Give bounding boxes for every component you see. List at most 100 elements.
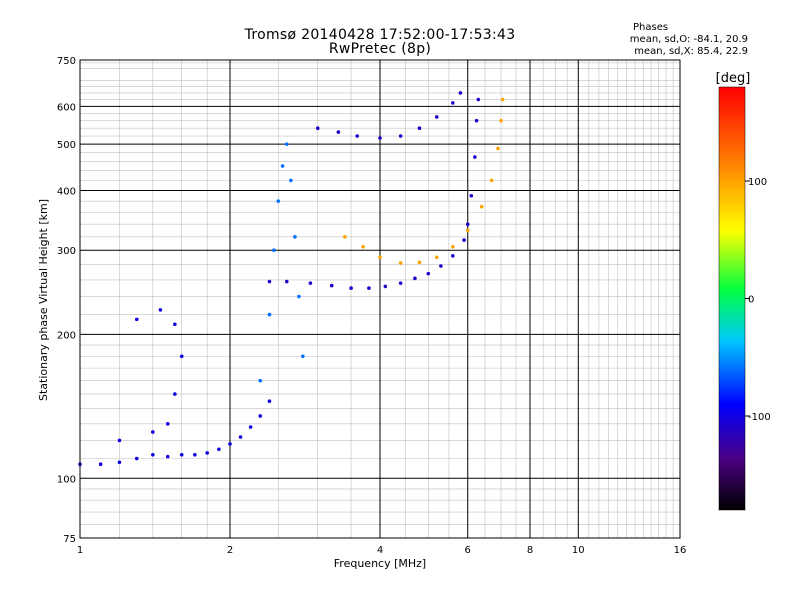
data-point xyxy=(398,134,403,138)
data-point xyxy=(272,248,276,253)
data-point xyxy=(284,142,289,146)
data-point xyxy=(499,118,503,123)
y-tick-label: 500 xyxy=(57,140,76,151)
x-tick-labels: 1 2 4 6 8 10 16 xyxy=(77,545,687,556)
major-grid xyxy=(80,60,680,538)
data-point xyxy=(398,261,403,265)
data-point xyxy=(343,235,347,239)
data-point xyxy=(439,264,443,268)
data-point xyxy=(417,260,422,265)
data-point xyxy=(293,235,297,239)
data-point xyxy=(258,414,263,418)
data-point xyxy=(462,238,466,242)
data-point xyxy=(315,126,320,130)
data-point xyxy=(451,101,455,105)
chart-subtitle: RwPretec (8p) xyxy=(328,41,432,57)
data-point xyxy=(308,281,313,285)
data-point xyxy=(383,284,388,289)
data-point xyxy=(248,425,253,429)
data-point xyxy=(98,462,103,467)
data-point xyxy=(367,286,371,290)
x-tick-label: 2 xyxy=(227,545,233,556)
data-point xyxy=(151,452,155,457)
data-point xyxy=(329,283,334,288)
y-tick-label: 600 xyxy=(57,102,76,113)
data-point xyxy=(165,422,170,426)
colorbar-unit-label: [deg] xyxy=(716,71,751,86)
colorbar-ticks: 100 0 -100 xyxy=(745,177,771,423)
data-point xyxy=(413,276,417,281)
data-point xyxy=(134,456,139,461)
data-point xyxy=(451,254,455,258)
data-point xyxy=(158,308,163,312)
colorbar-tick-label: -100 xyxy=(748,412,771,423)
x-tick-label: 1 xyxy=(77,545,83,556)
data-point xyxy=(276,199,281,203)
data-point xyxy=(151,430,155,434)
data-point xyxy=(301,354,305,359)
data-point xyxy=(336,130,341,134)
colorbar xyxy=(718,86,746,511)
data-point xyxy=(355,134,359,138)
data-point xyxy=(267,399,272,403)
colorbar-tick-label: 0 xyxy=(748,295,754,306)
x-tick-label: 16 xyxy=(674,545,687,556)
data-point xyxy=(297,294,301,299)
plot-frame xyxy=(79,59,681,539)
data-point xyxy=(179,354,184,359)
y-tick-labels: 75 100 200 300 400 500 600 750 xyxy=(57,56,76,545)
data-point xyxy=(280,164,285,168)
data-point xyxy=(434,115,439,119)
y-tick-label: 400 xyxy=(57,186,76,197)
data-point xyxy=(378,136,382,140)
data-point xyxy=(289,178,293,183)
phases-o-mode-stats: mean, sd,O: -84.1, 20.9 xyxy=(629,34,748,45)
data-point xyxy=(398,281,403,285)
data-point xyxy=(134,317,139,322)
data-point xyxy=(173,322,177,327)
data-point xyxy=(476,97,481,102)
y-tick-label: 100 xyxy=(57,474,76,485)
y-axis-label: Stationary phase Virtual Height [km] xyxy=(37,199,50,401)
data-point xyxy=(465,222,470,227)
data-point xyxy=(489,178,494,183)
data-point xyxy=(465,228,470,233)
x-tick-label: 6 xyxy=(465,545,471,556)
data-point xyxy=(474,118,479,123)
data-point xyxy=(417,126,422,130)
data-point xyxy=(426,271,431,276)
data-point xyxy=(434,255,439,260)
data-point xyxy=(284,279,289,284)
y-tick-label: 200 xyxy=(57,330,76,341)
data-point xyxy=(473,155,477,159)
y-tick-label: 300 xyxy=(57,246,76,257)
x-tick-label: 10 xyxy=(572,545,585,556)
data-point xyxy=(458,91,463,95)
x-axis-label: Frequency [MHz] xyxy=(334,557,426,570)
data-point xyxy=(179,452,184,457)
data-point xyxy=(117,460,122,465)
data-point xyxy=(378,255,382,260)
data-point xyxy=(193,452,197,457)
chart-title: Tromsø 20140428 17:52:00-17:53:43 xyxy=(244,27,516,43)
data-point xyxy=(173,392,177,396)
data-point xyxy=(165,454,170,459)
x-tick-label: 8 xyxy=(527,545,533,556)
data-point xyxy=(258,378,263,383)
y-tick-label: 75 xyxy=(63,534,76,545)
data-point xyxy=(117,438,122,443)
data-point xyxy=(205,451,209,455)
data-point xyxy=(228,442,232,446)
phases-x-mode-stats: mean, sd,X: 85.4, 22.9 xyxy=(634,46,748,57)
data-point xyxy=(496,146,500,151)
data-point xyxy=(500,97,505,102)
x-tick-label: 4 xyxy=(377,545,383,556)
data-point xyxy=(451,244,455,249)
y-tick-label: 750 xyxy=(57,56,76,67)
colorbar-tick-label: 100 xyxy=(748,177,767,188)
data-point xyxy=(469,193,474,198)
data-point xyxy=(349,286,353,290)
data-point xyxy=(361,244,365,249)
data-point xyxy=(267,279,272,284)
data-point xyxy=(238,435,243,439)
